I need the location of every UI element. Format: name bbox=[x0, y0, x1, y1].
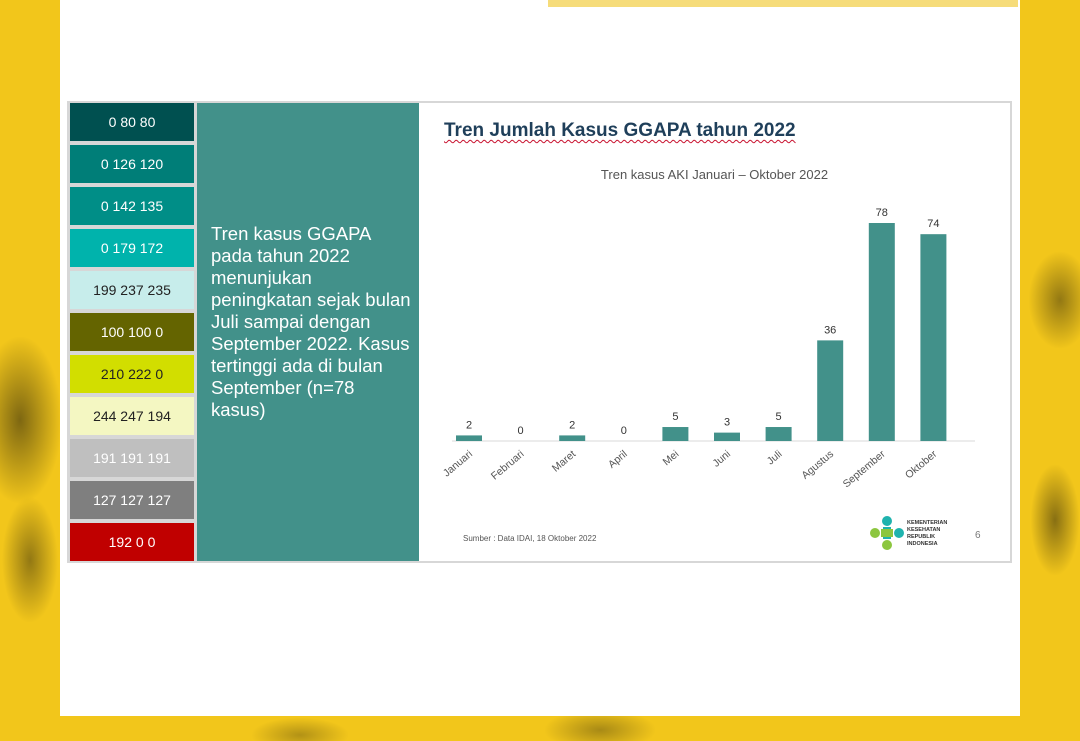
data-label: 0 bbox=[621, 425, 627, 437]
x-tick-label: April bbox=[606, 448, 630, 471]
bar-oktober bbox=[920, 234, 947, 441]
bar-maret bbox=[559, 435, 586, 441]
data-label: 5 bbox=[672, 411, 678, 423]
data-label: 0 bbox=[518, 425, 524, 437]
x-tick-label: Juli bbox=[765, 448, 785, 467]
data-label: 2 bbox=[466, 419, 472, 431]
summary-text: Tren kasus GGAPA pada tahun 2022 menunju… bbox=[211, 223, 411, 420]
palette-swatch: 210 222 0 bbox=[70, 355, 194, 393]
palette-swatch: 0 80 80 bbox=[70, 103, 194, 141]
bar-agustus bbox=[817, 340, 844, 441]
data-label: 74 bbox=[927, 218, 939, 230]
kemenkes-logo: KEMENTERIAN KESEHATAN REPUBLIK INDONESIA bbox=[867, 513, 967, 553]
x-tick-label: Maret bbox=[550, 448, 578, 474]
data-label: 36 bbox=[824, 324, 836, 336]
palette-swatch: 244 247 194 bbox=[70, 397, 194, 435]
bar-januari bbox=[456, 435, 482, 441]
summary-panel: Tren kasus GGAPA pada tahun 2022 menunju… bbox=[197, 103, 419, 561]
palette-swatch: 0 142 135 bbox=[70, 187, 194, 225]
source-note: Sumber : Data IDAI, 18 Oktober 2022 bbox=[463, 534, 597, 543]
x-tick-label: Oktober bbox=[903, 448, 940, 482]
top-strip bbox=[548, 0, 1018, 7]
data-label: 2 bbox=[569, 419, 575, 431]
x-tick-label: Februari bbox=[489, 448, 527, 482]
palette-swatch: 191 191 191 bbox=[70, 439, 194, 477]
palette-swatch: 192 0 0 bbox=[70, 523, 194, 561]
x-tick-label: September bbox=[841, 448, 888, 491]
bar-juli bbox=[765, 427, 792, 441]
bar-chart: 2 Januari 0 Februari 2 Maret 0 April 5 Mei 3 Juni 5 J… bbox=[441, 207, 975, 491]
x-tick-label: Agustus bbox=[799, 448, 836, 482]
color-palette: 0 80 80 0 126 120 0 142 135 0 179 172 199 23… bbox=[70, 103, 194, 561]
bar-juni bbox=[714, 432, 740, 441]
chart-area: Tren Jumlah Kasus GGAPA tahun 2022 Tren … bbox=[419, 103, 1010, 561]
palette-swatch: 199 237 235 bbox=[70, 271, 194, 309]
bar-mei bbox=[662, 427, 689, 441]
x-tick-label: Juni bbox=[710, 448, 732, 470]
data-label: 78 bbox=[876, 207, 888, 219]
data-label: 5 bbox=[776, 411, 782, 423]
palette-swatch: 0 126 120 bbox=[70, 145, 194, 183]
bar-september bbox=[868, 223, 895, 441]
palette-swatch: 0 179 172 bbox=[70, 229, 194, 267]
x-tick-label: Mei bbox=[661, 448, 682, 468]
logo-text: KEMENTERIAN KESEHATAN REPUBLIK INDONESIA bbox=[907, 520, 948, 547]
chart-title: Tren Jumlah Kasus GGAPA tahun 2022 bbox=[444, 120, 796, 141]
x-tick-label: Januari bbox=[441, 448, 475, 479]
kemenkes-logo-icon bbox=[870, 516, 904, 550]
palette-swatch: 100 100 0 bbox=[70, 313, 194, 351]
chart-subtitle: Tren kasus AKI Januari – Oktober 2022 bbox=[600, 167, 829, 182]
data-label: 3 bbox=[724, 417, 730, 429]
page-number: 6 bbox=[975, 530, 981, 541]
palette-swatch: 127 127 127 bbox=[70, 481, 194, 519]
